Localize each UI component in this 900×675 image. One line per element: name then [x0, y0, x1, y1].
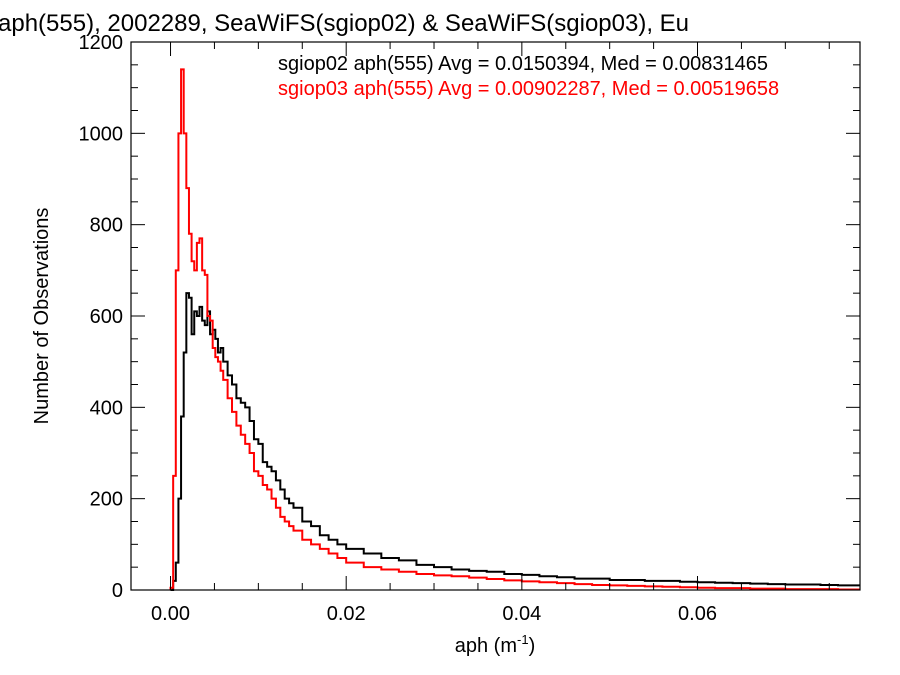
x-axis-title-sup: -1: [517, 632, 529, 647]
x-tick-label: 0.02: [327, 603, 366, 625]
y-tick-label: 200: [90, 489, 123, 511]
y-axis-title: Number of Observations: [31, 208, 53, 425]
legend-entry-1: sgiop02 aph(555) Avg = 0.0150394, Med = …: [278, 53, 768, 75]
y-tick-label: 400: [90, 397, 123, 419]
x-tick-label: 0.00: [151, 603, 190, 625]
x-axis-title: aph (m-1): [455, 632, 535, 657]
series-line-1: [170, 292, 860, 591]
x-axis-title-main: aph (m: [455, 635, 517, 657]
y-tick-label: 600: [90, 306, 123, 328]
x-axis-title-close: ): [529, 635, 536, 657]
x-tick-label: 0.06: [678, 603, 717, 625]
legend-entry-2: sgiop03 aph(555) Avg = 0.00902287, Med =…: [278, 78, 779, 100]
legend: sgiop02 aph(555) Avg = 0.0150394, Med = …: [278, 53, 779, 100]
y-tick-label: 1200: [79, 32, 124, 54]
ticks-layer: 0.00 0.02 0.04 0.06 0 200 400 600 800 1000 1200: [79, 32, 860, 625]
y-tick-label: 0: [112, 580, 123, 602]
series-layer: [169, 68, 860, 591]
series-line-2: [169, 68, 860, 591]
chart-title: aph(555), 2002289, SeaWiFS(sgiop02) & Se…: [0, 10, 689, 37]
y-tick-label: 800: [90, 215, 123, 237]
x-tick-label: 0.04: [502, 603, 541, 625]
y-tick-label: 1000: [79, 123, 124, 145]
